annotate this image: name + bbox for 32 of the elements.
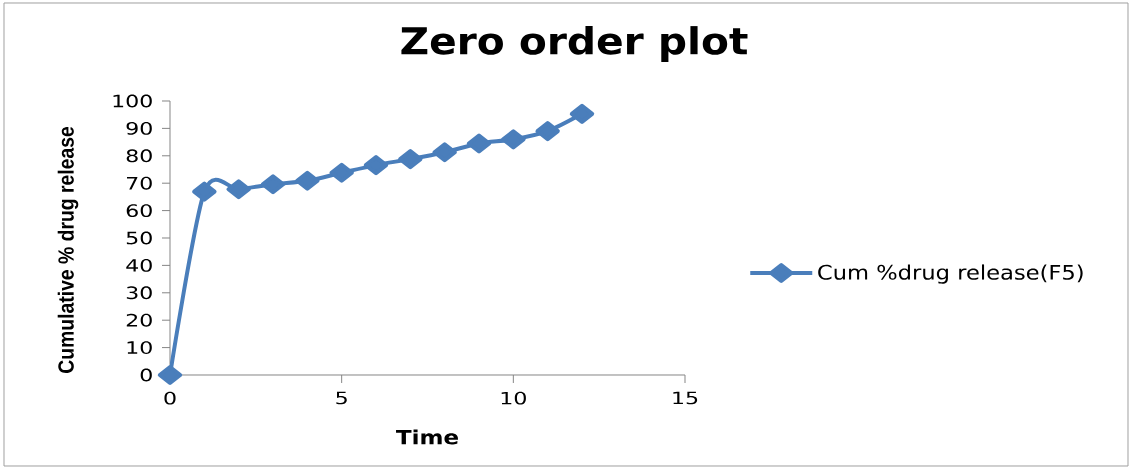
point	[466, 133, 492, 154]
point	[157, 364, 183, 385]
x-axis-title: Time	[396, 429, 458, 445]
point	[260, 174, 286, 195]
y-tick-label: 90	[126, 121, 152, 135]
point	[329, 162, 354, 183]
y-tick-label: 80	[126, 149, 152, 163]
point	[535, 121, 560, 142]
point	[363, 155, 389, 176]
y-tick-label: 20	[126, 313, 152, 327]
y-tick-label: 10	[127, 341, 152, 355]
y-tick-label: 0	[140, 368, 152, 382]
point	[501, 129, 526, 150]
point	[569, 103, 595, 124]
x-tick-label: 10	[501, 391, 526, 405]
legend-label: Cum %drug release(F5)	[818, 264, 1083, 284]
y-tick-label: 60	[126, 204, 152, 218]
x-tick-label: 5	[336, 391, 347, 405]
point	[432, 142, 457, 163]
y-tick-label: 100	[113, 94, 152, 108]
y-tick-label: 50	[126, 231, 152, 245]
x-tick-label: 15	[673, 391, 698, 405]
point	[295, 170, 320, 191]
point	[226, 179, 251, 200]
y-axis-title: Cumulative % drug release	[57, 126, 79, 373]
y-tick-label: 70	[127, 176, 152, 190]
point	[192, 181, 217, 202]
chart-title: Zero order plot	[401, 26, 748, 62]
x-tick-label: 0	[164, 391, 176, 405]
point	[398, 149, 423, 170]
y-tick-label: 40	[126, 258, 152, 272]
y-tick-label: 30	[126, 286, 152, 300]
